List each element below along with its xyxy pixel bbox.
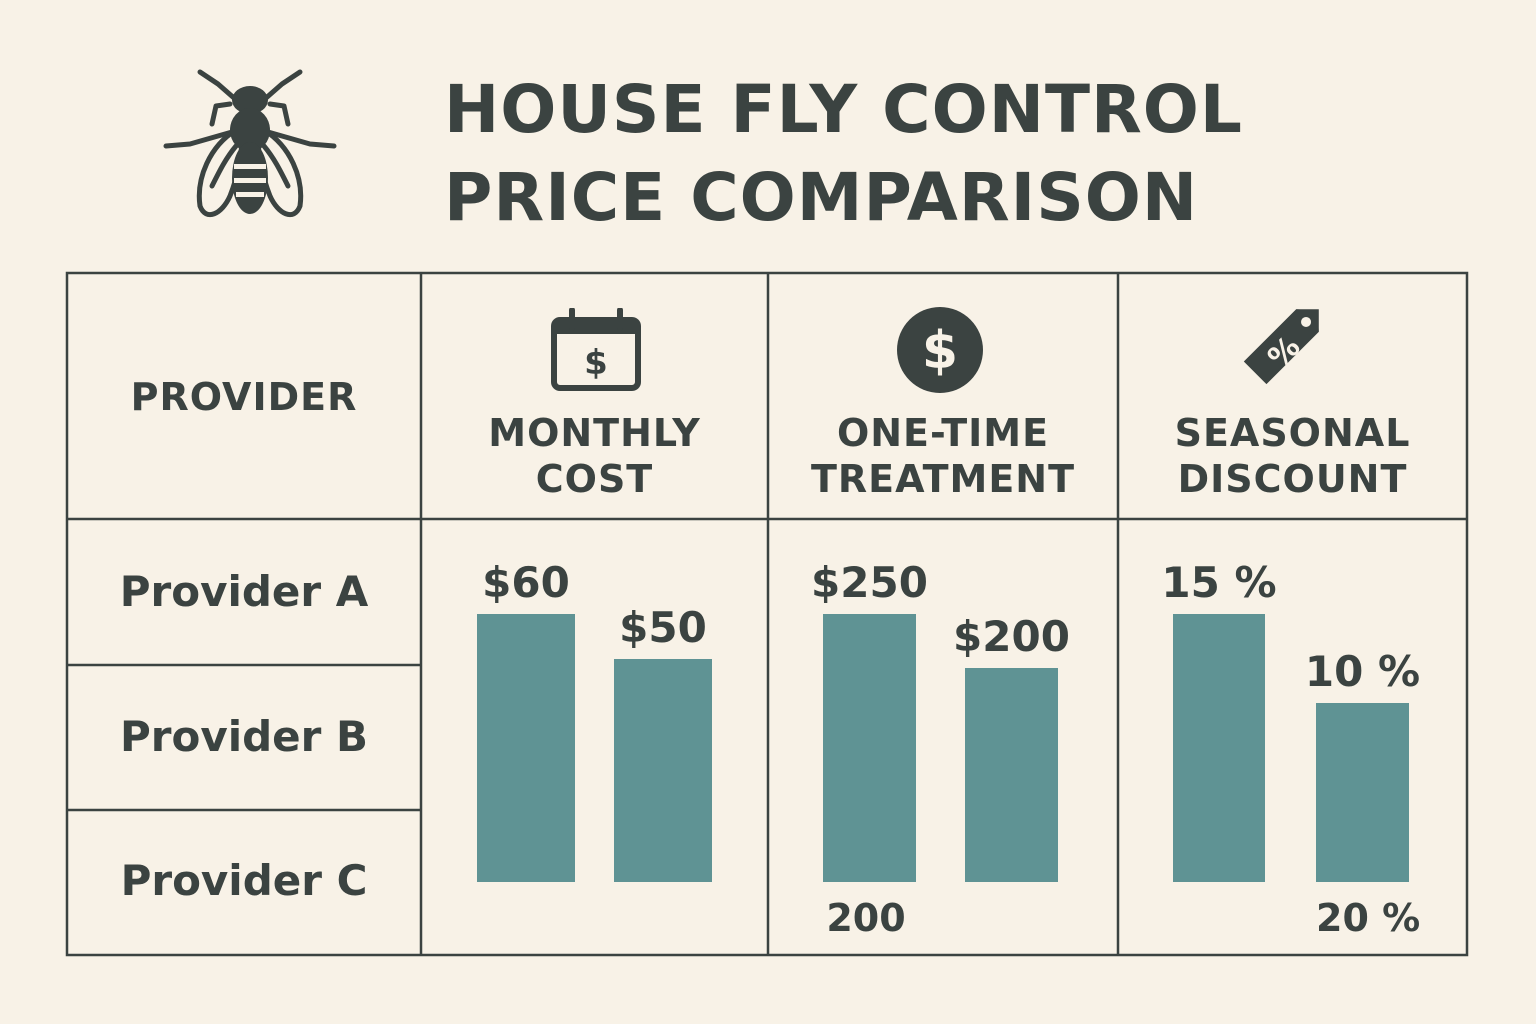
seasonal-footnote: 20 % [1316, 896, 1421, 940]
provider-header: PROVIDER [130, 375, 358, 419]
column-header-seasonal: SEASONAL DISCOUNT [1118, 410, 1467, 502]
provider-c-label: Provider C [120, 856, 368, 905]
house-fly-icon [163, 69, 337, 218]
one-time-bar-label-1: $250 [811, 558, 928, 607]
svg-text:$: $ [922, 321, 958, 381]
title-line-2: PRICE COMPARISON [444, 159, 1199, 236]
monthly-bar-label-1: $60 [482, 558, 570, 607]
one-time-bar-label-2: $200 [953, 612, 1070, 661]
column-header-one-time: ONE-TIME TREATMENT [768, 410, 1118, 502]
monthly-bar-2 [614, 659, 712, 882]
seasonal-bar-2 [1316, 703, 1409, 882]
seasonal-bar-label-2: 10 % [1304, 647, 1421, 696]
calendar-dollar-icon: $ [551, 308, 641, 391]
column-header-one-time-line-1: ONE-TIME [836, 411, 1050, 455]
seasonal-bar-label-1: 15 % [1161, 558, 1277, 607]
svg-text:$: $ [584, 343, 608, 383]
column-header-monthly: MONTHLY COST [421, 410, 768, 502]
percent-tag-icon: % [1243, 309, 1319, 385]
column-header-one-time-line-2: TREATMENT [810, 457, 1075, 501]
column-header-monthly-line-2: COST [535, 457, 654, 501]
one-time-footnote: 200 [826, 896, 906, 940]
provider-a-label: Provider A [119, 567, 369, 616]
column-header-monthly-line-1: MONTHLY [488, 411, 701, 455]
title-line-1: HOUSE FLY CONTROL [444, 71, 1243, 148]
monthly-bar-1 [477, 614, 575, 882]
monthly-bar-label-2: $50 [619, 603, 707, 652]
column-header-seasonal-line-2: DISCOUNT [1177, 457, 1408, 501]
one-time-bar-1 [823, 614, 916, 882]
provider-b-label: Provider B [119, 712, 369, 761]
one-time-bar-2 [965, 668, 1058, 882]
page-title: HOUSE FLY CONTROL PRICE COMPARISON [444, 66, 1243, 242]
column-header-seasonal-line-1: SEASONAL [1174, 411, 1411, 455]
seasonal-bar-1 [1173, 614, 1265, 882]
dollar-coin-icon: $ [897, 307, 983, 393]
